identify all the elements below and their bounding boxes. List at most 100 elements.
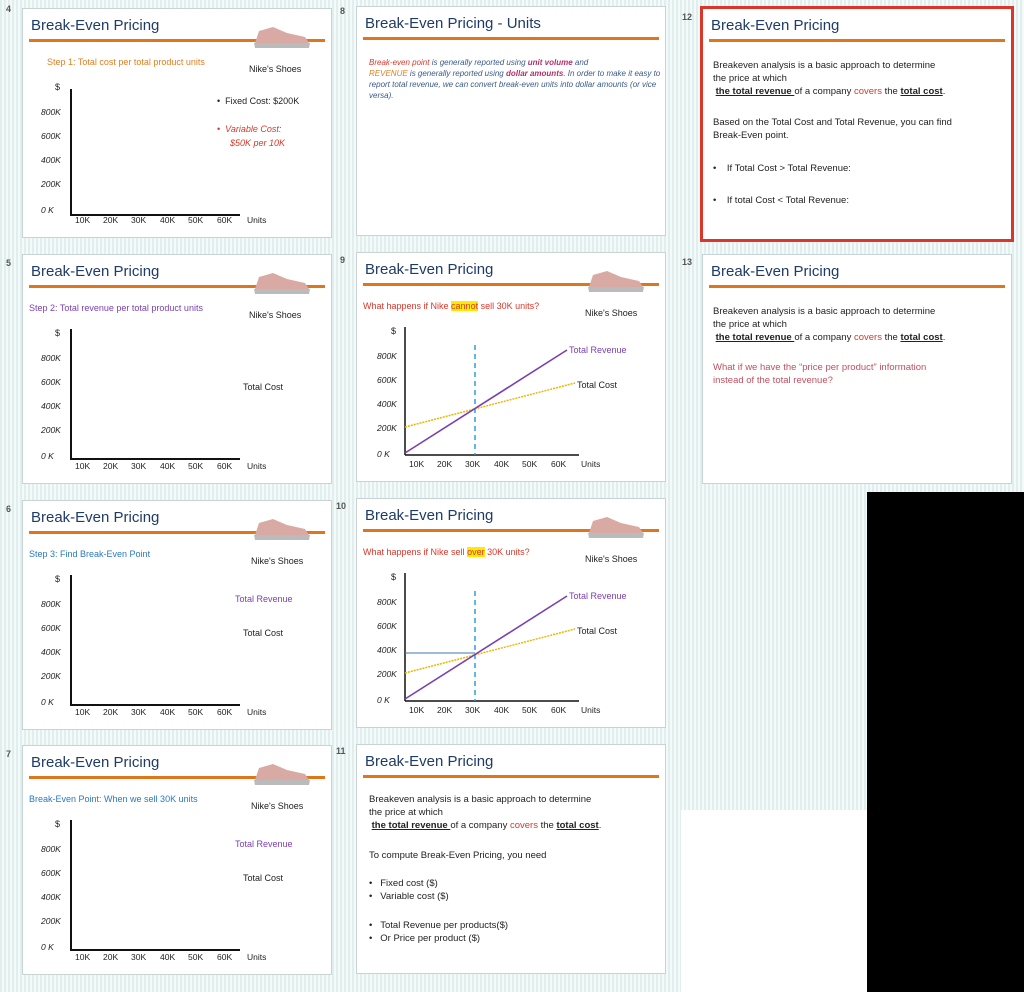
y-tick: 400K xyxy=(41,892,61,902)
x-tick: 50K xyxy=(188,707,203,717)
x-tick: 30K xyxy=(465,459,480,469)
step-text: Break-Even Point: When we sell 30K units xyxy=(29,794,198,804)
y-tick: 0 K xyxy=(41,697,54,707)
slide-number: 13 xyxy=(682,257,692,267)
x-tick: 50K xyxy=(522,705,537,715)
y-axis xyxy=(70,89,72,215)
y-tick: 400K xyxy=(41,155,61,165)
y-unit: $ xyxy=(55,328,60,338)
revenue-list: • Total Revenue per products($) • Or Pri… xyxy=(369,919,508,945)
total-revenue-label: Total Revenue xyxy=(235,594,293,604)
x-tick: 30K xyxy=(131,215,146,225)
units-paragraph: Break-even point is generally reported u… xyxy=(369,57,661,101)
slide-9-thumbnail[interactable]: Break-Even Pricing What happens if Nike … xyxy=(356,252,666,482)
shoe-icon xyxy=(251,265,313,297)
slide-13-thumbnail[interactable]: Break-Even Pricing Breakeven analysis is… xyxy=(702,254,1012,484)
x-tick: 10K xyxy=(409,459,424,469)
x-tick: 50K xyxy=(188,215,203,225)
step-text: Step 1: Total cost per total product uni… xyxy=(47,57,205,67)
slide-8-thumbnail[interactable]: Break-Even Pricing - Units Break-even po… xyxy=(356,6,666,236)
x-tick: 10K xyxy=(409,705,424,715)
x-tick: 30K xyxy=(131,461,146,471)
slide-6-thumbnail[interactable]: Break-Even Pricing Step 3: Find Break-Ev… xyxy=(22,500,332,730)
y-tick: 600K xyxy=(41,131,61,141)
x-tick: 60K xyxy=(217,461,232,471)
slide-10-thumbnail[interactable]: Break-Even Pricing What happens if Nike … xyxy=(356,498,666,728)
blank-region xyxy=(681,810,867,992)
x-unit: Units xyxy=(247,215,266,225)
x-tick: 20K xyxy=(437,459,452,469)
shoe-icon xyxy=(251,756,313,788)
total-revenue-label: Total Revenue xyxy=(235,839,293,849)
slide-11-thumbnail[interactable]: Break-Even Pricing Breakeven analysis is… xyxy=(356,744,666,974)
x-unit: Units xyxy=(247,461,266,471)
x-tick: 50K xyxy=(522,459,537,469)
y-tick: 600K xyxy=(41,868,61,878)
slide-title: Break-Even Pricing xyxy=(31,754,159,771)
y-tick: 800K xyxy=(41,599,61,609)
y-tick: 800K xyxy=(41,353,61,363)
y-tick: 600K xyxy=(41,623,61,633)
what-if-text: What if we have the “price per product” … xyxy=(713,361,1003,387)
x-unit: Units xyxy=(247,707,266,717)
y-tick: 600K xyxy=(41,377,61,387)
x-axis xyxy=(70,949,240,951)
x-tick: 40K xyxy=(160,707,175,717)
x-tick: 20K xyxy=(103,461,118,471)
step-text: Step 2: Total revenue per total product … xyxy=(29,303,203,313)
slide-12-thumbnail-selected[interactable]: Break-Even Pricing Breakeven analysis is… xyxy=(700,6,1014,242)
y-tick: 800K xyxy=(41,107,61,117)
y-axis xyxy=(70,575,72,705)
bullet-variable-cost-detail: $50K per 10K xyxy=(230,138,285,148)
y-tick: 0 K xyxy=(41,451,54,461)
bullet-cost-gt-revenue: • If Total Cost > Total Revenue: xyxy=(713,162,851,175)
total-cost-line xyxy=(405,383,575,427)
slide-number: 7 xyxy=(6,749,11,759)
x-tick: 40K xyxy=(160,215,175,225)
x-axis xyxy=(70,704,240,706)
x-tick: 10K xyxy=(75,461,90,471)
total-cost-label: Total Cost xyxy=(243,382,283,392)
x-tick: 50K xyxy=(188,952,203,962)
slide-number: 5 xyxy=(6,258,11,268)
slide-title: Break-Even Pricing xyxy=(31,263,159,280)
title-underline xyxy=(363,37,659,40)
y-tick: 0 K xyxy=(41,942,54,952)
x-tick: 30K xyxy=(131,707,146,717)
brand-label: Nike's Shoes xyxy=(251,801,303,811)
x-unit: Units xyxy=(581,459,600,469)
x-tick: 60K xyxy=(217,215,232,225)
x-tick: 20K xyxy=(103,952,118,962)
x-tick: 60K xyxy=(551,705,566,715)
total-cost-line xyxy=(405,629,575,673)
x-tick: 30K xyxy=(465,705,480,715)
title-underline xyxy=(709,285,1005,288)
slide-number: 10 xyxy=(336,501,346,511)
slide-number: 11 xyxy=(336,746,346,756)
x-tick: 40K xyxy=(160,461,175,471)
slide-title: Break-Even Pricing xyxy=(711,17,839,34)
slide-title: Break-Even Pricing xyxy=(365,753,493,770)
slide-7-thumbnail[interactable]: Break-Even Pricing Break-Even Point: Whe… xyxy=(22,745,332,975)
break-even-chart xyxy=(357,253,666,482)
based-paragraph: Based on the Total Cost and Total Revenu… xyxy=(713,116,1009,142)
slide-number: 8 xyxy=(340,6,345,16)
slide-number: 12 xyxy=(682,12,692,22)
slide-number: 9 xyxy=(340,255,345,265)
slide-5-thumbnail[interactable]: Break-Even Pricing Step 2: Total revenue… xyxy=(22,254,332,484)
total-revenue-line xyxy=(405,350,567,453)
title-underline xyxy=(363,775,659,778)
x-tick: 60K xyxy=(217,707,232,717)
x-axis xyxy=(70,214,240,216)
x-tick: 60K xyxy=(217,952,232,962)
need-text: To compute Break-Even Pricing, you need xyxy=(369,849,546,862)
x-tick: 10K xyxy=(75,707,90,717)
x-tick: 20K xyxy=(437,705,452,715)
slide-number: 6 xyxy=(6,504,11,514)
intro-paragraph: Breakeven analysis is a basic approach t… xyxy=(713,59,1009,98)
title-underline xyxy=(709,39,1005,42)
slide-4-thumbnail[interactable]: Break-Even Pricing Step 1: Total cost pe… xyxy=(22,8,332,238)
brand-label: Nike's Shoes xyxy=(249,310,301,320)
x-tick: 10K xyxy=(75,952,90,962)
y-unit: $ xyxy=(55,574,60,584)
